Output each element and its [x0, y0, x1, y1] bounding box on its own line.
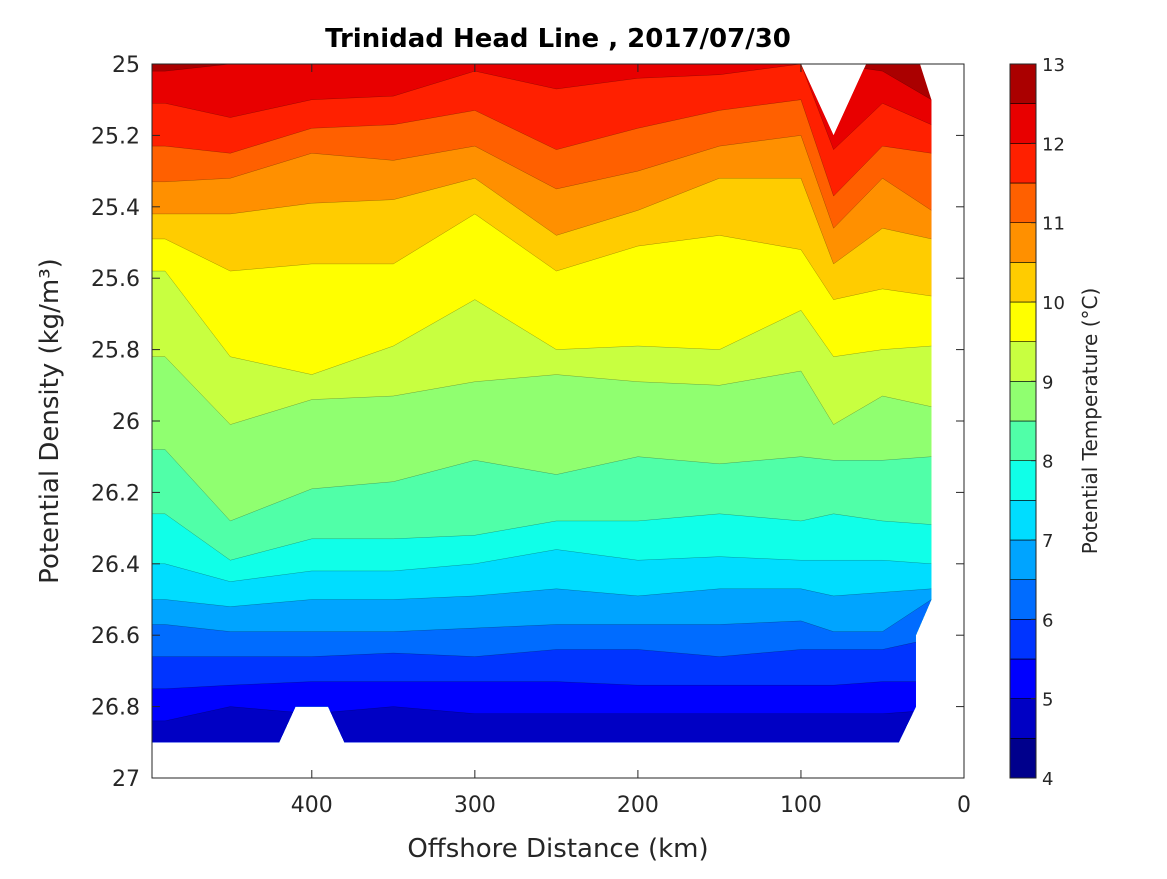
y-tick-label: 26.6: [91, 624, 140, 649]
colorbar-tick-label: 10: [1042, 293, 1065, 314]
colorbar-tick-label: 11: [1042, 214, 1065, 235]
contour-fills: [152, 64, 932, 743]
colorbar-swatch: [1009, 341, 1037, 382]
y-tick-label: 25: [112, 53, 140, 78]
colorbar-swatch: [1009, 222, 1037, 263]
colorbar-swatch: [1009, 381, 1037, 422]
colorbar-tick-label: 9: [1042, 372, 1053, 393]
plot-frame: [151, 63, 965, 779]
y-tick-label: 25.6: [91, 267, 140, 292]
colorbar-swatch: [1009, 619, 1037, 660]
x-tick-label: 300: [454, 793, 496, 818]
chart-title: Trinidad Head Line , 2017/07/30: [325, 24, 791, 54]
colorbar-tick-label: 8: [1042, 452, 1053, 473]
colorbar-swatch: [1009, 698, 1037, 739]
colorbar-swatch: [1009, 182, 1037, 223]
colorbar-swatch: [1009, 262, 1037, 303]
y-tick-label: 26.2: [91, 481, 140, 506]
y-tick-label: 25.8: [91, 339, 140, 364]
y-tick-label: 26.8: [91, 696, 140, 721]
colorbar-swatch: [1009, 103, 1037, 144]
colorbar-tick-label: 12: [1042, 134, 1065, 155]
colorbar: 4 5 6 7 8 9 10 11 12 13: [1009, 55, 1065, 790]
colorbar-tick-label: 13: [1042, 55, 1065, 76]
colorbar-swatch: [1009, 658, 1037, 699]
colorbar-swatch: [1009, 301, 1037, 342]
y-tick-label: 27: [112, 767, 140, 792]
colorbar-label: Potential Temperature (°C): [1078, 288, 1102, 555]
y-tick-label: 26.4: [91, 553, 140, 578]
colorbar-frame: [1009, 63, 1037, 779]
colorbar-swatch: [1009, 143, 1037, 184]
y-axis-label: Potential Density (kg/m³): [35, 258, 65, 584]
colorbar-tick-label: 4: [1042, 769, 1053, 790]
colorbar-swatch: [1009, 539, 1037, 580]
axes: 0 100 200 300 400 25 25.2 25.4 25.6 25.8 26 26.2 26.…: [91, 53, 971, 818]
x-tick-label: 100: [780, 793, 822, 818]
colorbar-swatch: [1009, 420, 1037, 461]
x-tick-label: 0: [957, 793, 971, 818]
contour-band-below-5: [152, 706, 932, 743]
x-tick-label: 400: [291, 793, 333, 818]
colorbar-swatch: [1009, 579, 1037, 620]
colorbar-swatch: [1009, 738, 1037, 779]
y-tick-label: 26: [112, 410, 140, 435]
x-axis-label: Offshore Distance (km): [407, 834, 708, 864]
x-tick-label: 200: [617, 793, 659, 818]
colorbar-swatch: [1009, 500, 1037, 541]
colorbar-swatch: [1009, 460, 1037, 501]
y-tick-label: 25.2: [91, 124, 140, 149]
colorbar-tick-label: 6: [1042, 610, 1053, 631]
colorbar-tick-label: 5: [1042, 690, 1053, 711]
y-tick-label: 25.4: [91, 196, 140, 221]
colorbar-swatch: [1009, 63, 1037, 104]
colorbar-tick-label: 7: [1042, 531, 1053, 552]
